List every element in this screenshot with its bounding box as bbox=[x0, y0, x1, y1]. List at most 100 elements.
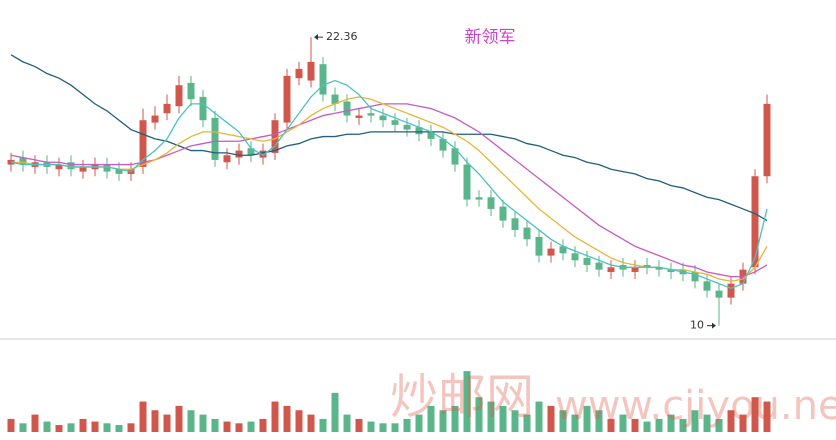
candle-body bbox=[139, 120, 147, 167]
volume-bar bbox=[655, 418, 663, 432]
candle-body bbox=[403, 124, 411, 130]
candle-body bbox=[547, 248, 555, 256]
annotation: 22.36 bbox=[326, 30, 358, 43]
candle-body bbox=[415, 127, 423, 135]
volume-bar bbox=[715, 418, 723, 432]
volume-bar bbox=[451, 405, 459, 432]
candle-body bbox=[223, 155, 231, 163]
volume-bar bbox=[235, 423, 243, 432]
volume-bar bbox=[91, 421, 99, 432]
candle-body bbox=[451, 148, 459, 165]
candle-body bbox=[487, 197, 495, 209]
volume-bar bbox=[619, 414, 627, 432]
candle-body bbox=[271, 120, 279, 153]
volume-bar bbox=[103, 423, 111, 432]
candle-body bbox=[655, 267, 663, 270]
volume-bar bbox=[391, 423, 399, 432]
moving-average bbox=[10, 54, 768, 222]
volume-bar bbox=[295, 410, 303, 432]
volume-bar bbox=[127, 423, 135, 432]
candle-body bbox=[67, 162, 75, 170]
volume-bar bbox=[319, 418, 327, 432]
volume-bar bbox=[19, 423, 27, 432]
candle-body bbox=[643, 264, 651, 268]
candle-body bbox=[211, 117, 219, 160]
moving-average bbox=[11, 96, 768, 282]
volume-bar bbox=[271, 401, 279, 432]
candle-body bbox=[583, 257, 591, 265]
candle-body bbox=[199, 96, 207, 121]
candle-body bbox=[439, 138, 447, 151]
volume-bar bbox=[499, 405, 507, 432]
volume-bar bbox=[43, 421, 51, 432]
candle-body bbox=[535, 236, 543, 256]
candle-body bbox=[607, 267, 615, 272]
volume-bar bbox=[163, 414, 171, 432]
volume-bar bbox=[739, 414, 747, 432]
candle-body bbox=[667, 269, 675, 272]
volume-bar bbox=[571, 414, 579, 432]
volume-bar bbox=[463, 371, 471, 432]
volume-bar bbox=[343, 414, 351, 432]
volume-bar bbox=[367, 421, 375, 432]
annotation-arrowhead bbox=[314, 34, 318, 41]
candle-body bbox=[511, 218, 519, 230]
candle-body bbox=[235, 150, 243, 158]
candle-body bbox=[463, 164, 471, 200]
candle-body bbox=[763, 103, 771, 177]
candle-body bbox=[319, 64, 327, 95]
volume-bar bbox=[511, 410, 519, 432]
candle-body bbox=[163, 103, 171, 114]
volume-bar bbox=[331, 392, 339, 432]
volume-bar bbox=[427, 405, 435, 432]
candle-body bbox=[115, 169, 123, 174]
candle-body bbox=[751, 176, 759, 268]
candle-body bbox=[343, 101, 351, 116]
volume-bar bbox=[223, 421, 231, 432]
volume-bar bbox=[139, 401, 147, 432]
annotation: 10 bbox=[690, 319, 704, 332]
volume-bar bbox=[631, 418, 639, 432]
watermark: www.cjiyou.net bbox=[555, 383, 836, 429]
volume-bar bbox=[487, 401, 495, 432]
volume-bar bbox=[535, 401, 543, 432]
volume-bar bbox=[7, 418, 15, 432]
candle-body bbox=[55, 164, 63, 170]
annotation-arrowhead bbox=[712, 322, 716, 329]
volume-bar bbox=[643, 421, 651, 432]
candle-body bbox=[523, 227, 531, 240]
volume-bar bbox=[79, 418, 87, 432]
volume-bar bbox=[199, 414, 207, 432]
volume-bar bbox=[403, 418, 411, 432]
volume-bar bbox=[55, 425, 63, 432]
volume-bar bbox=[211, 418, 219, 432]
candle-body bbox=[703, 281, 711, 291]
candle-body bbox=[295, 68, 303, 79]
candle-body bbox=[715, 290, 723, 298]
volume-bar bbox=[607, 418, 615, 432]
candle-body bbox=[427, 131, 435, 139]
volume-bar bbox=[727, 410, 735, 432]
volume-bar bbox=[187, 410, 195, 432]
volume-bar bbox=[595, 410, 603, 432]
candle-body bbox=[331, 94, 339, 104]
volume-bar bbox=[379, 423, 387, 432]
candle-body bbox=[79, 166, 87, 172]
volume-bar bbox=[583, 405, 591, 432]
volume-bar bbox=[751, 397, 759, 432]
candle-body bbox=[691, 271, 699, 282]
volume-bar bbox=[547, 405, 555, 432]
moving-average bbox=[10, 79, 768, 290]
candle-body bbox=[499, 206, 507, 221]
volume-bar bbox=[151, 410, 159, 432]
candle-body bbox=[571, 253, 579, 261]
volume-bar bbox=[439, 410, 447, 432]
candle-body bbox=[727, 283, 735, 298]
candle-body bbox=[283, 75, 291, 123]
volume-bar bbox=[247, 421, 255, 432]
candle-body bbox=[103, 164, 111, 172]
moving-average bbox=[10, 103, 768, 278]
volume-bar bbox=[67, 423, 75, 432]
candle-body bbox=[379, 115, 387, 121]
